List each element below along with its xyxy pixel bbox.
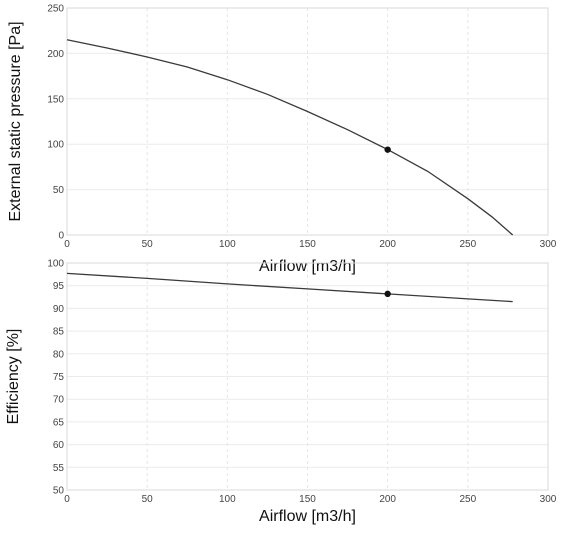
- y-tick-label: 65: [53, 417, 65, 428]
- x-tick-label: 50: [142, 239, 154, 250]
- y-axis-title: External static pressure [Pa]: [7, 21, 24, 221]
- series-line: [66, 39, 514, 236]
- y-axis-title: Efficiency [%]: [5, 329, 22, 425]
- x-tick-label: 100: [219, 494, 236, 505]
- y-tick-label: 75: [53, 372, 65, 383]
- x-tick-label: 300: [540, 239, 557, 250]
- y-tick-label: 95: [53, 281, 65, 292]
- y-tick-label: 70: [53, 395, 65, 406]
- y-tick-label: 200: [47, 49, 64, 60]
- series-line: [66, 272, 513, 303]
- operating-point-marker: [384, 146, 391, 153]
- y-tick-label: 80: [53, 349, 65, 360]
- y-tick-label: 55: [53, 463, 65, 474]
- y-tick-label: 50: [53, 185, 65, 196]
- x-tick-label: 150: [299, 239, 316, 250]
- operating-point-marker: [384, 290, 391, 298]
- y-tick-label: 50: [53, 486, 65, 497]
- y-tick-label: 150: [47, 94, 64, 105]
- x-tick-label: 150: [299, 494, 316, 505]
- x-tick-label: 200: [379, 494, 396, 505]
- x-tick-label: 0: [64, 494, 70, 505]
- y-tick-label: 0: [58, 231, 64, 242]
- x-tick-label: 250: [459, 494, 476, 505]
- x-axis-title: Airflow [m3/h]: [259, 258, 356, 275]
- x-tick-label: 0: [64, 239, 70, 250]
- y-tick-label: 85: [53, 327, 65, 338]
- y-tick-label: 250: [47, 4, 64, 15]
- y-tick-label: 90: [53, 304, 65, 315]
- x-tick-label: 200: [379, 239, 396, 250]
- plot-area-frame: [66, 262, 549, 491]
- x-tick-label: 50: [142, 494, 154, 505]
- pressure-chart: 0 50 100 150 200 250 0 50 100 150 200 250 300 Airflow…: [7, 4, 557, 276]
- x-tick-label: 100: [219, 239, 236, 250]
- y-tick-label: 100: [47, 259, 64, 270]
- y-tick-label: 100: [47, 140, 64, 151]
- y-tick-label: 60: [53, 440, 65, 451]
- x-tick-label: 250: [459, 239, 476, 250]
- plot-area-frame: [66, 7, 549, 236]
- x-tick-label: 300: [540, 494, 557, 505]
- x-axis-title: Airflow [m3/h]: [259, 508, 356, 525]
